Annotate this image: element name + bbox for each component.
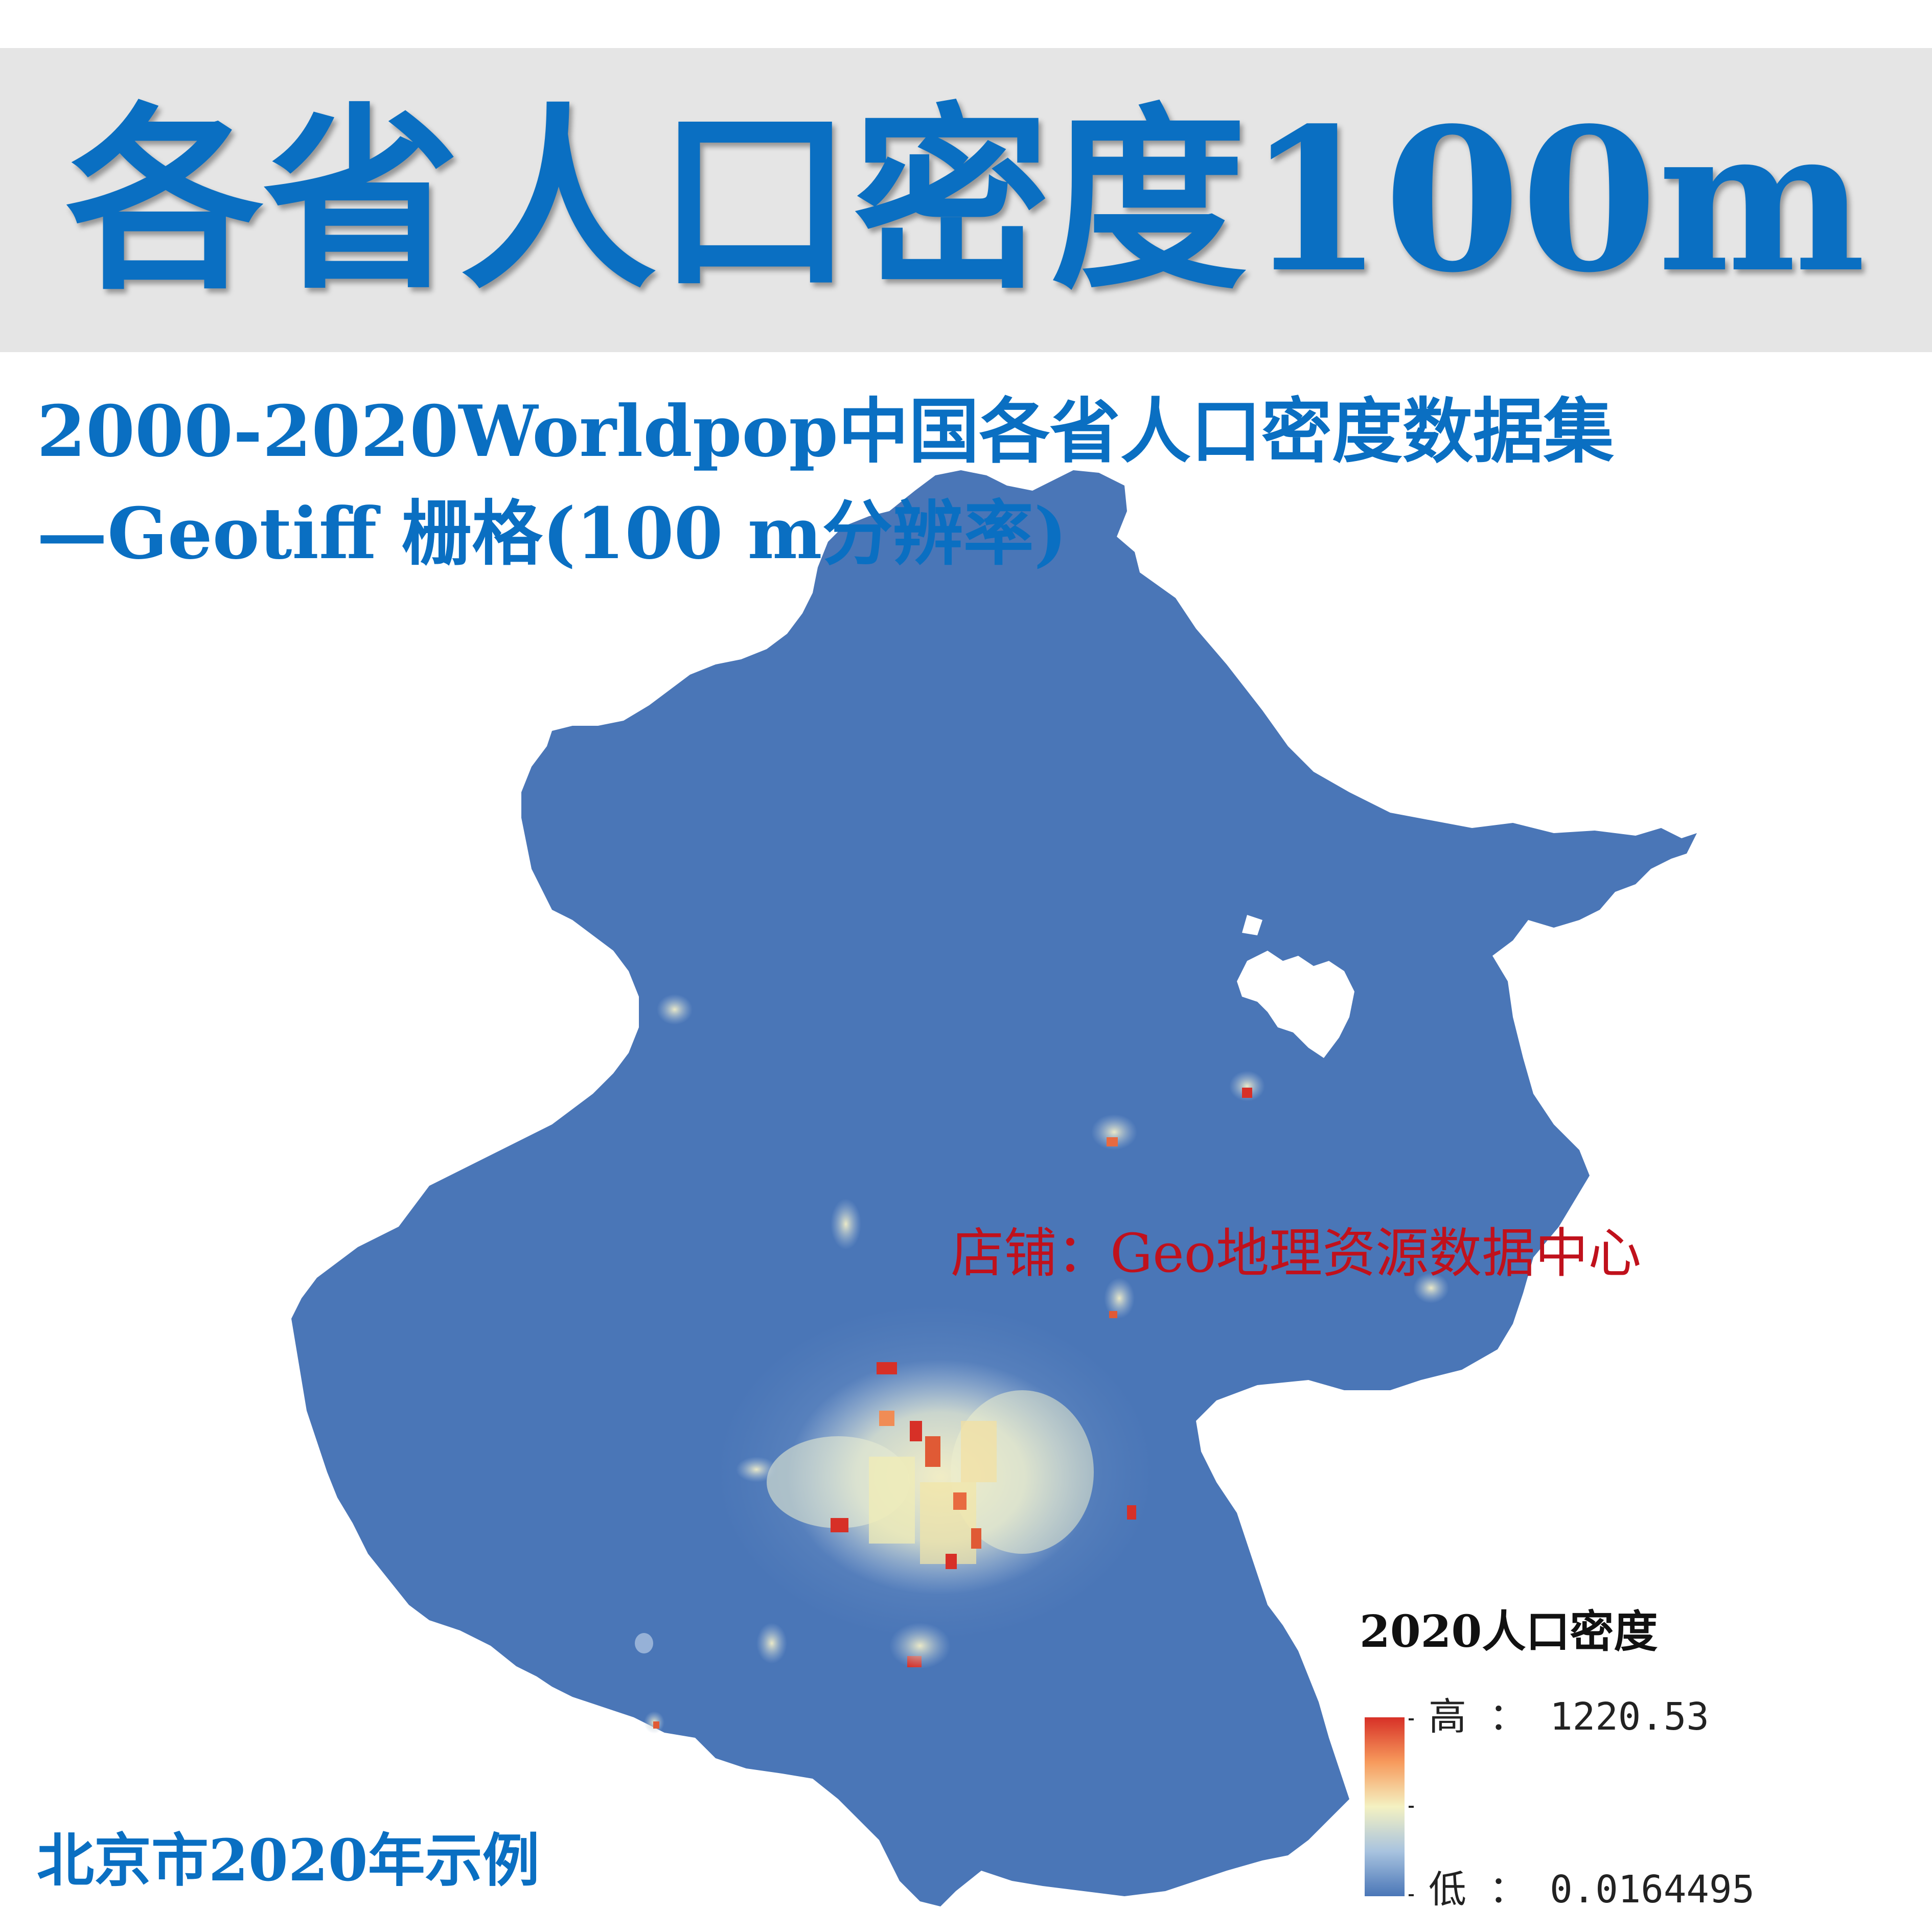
- town-daxing: [889, 1623, 951, 1669]
- density-hotspot: [831, 1518, 848, 1532]
- density-hotspot: [946, 1554, 957, 1569]
- density-hotspot: [879, 1411, 894, 1426]
- beijing-boundary: [291, 470, 1697, 1906]
- density-hotspot: [1242, 1088, 1252, 1098]
- density-hotspot: [1127, 1505, 1136, 1520]
- title-banner: [0, 48, 1932, 352]
- density-hotspot: [971, 1528, 981, 1549]
- legend-color-ramp: [1365, 1717, 1405, 1896]
- legend-tick-mid: [1409, 1806, 1414, 1808]
- miyun-reservoir: [1237, 951, 1354, 1058]
- main-title: 各省人口密度100m: [66, 84, 1866, 316]
- example-caption: 北京市2020年示例: [37, 1827, 540, 1894]
- town-shunyi: [1104, 1278, 1135, 1319]
- small-reservoir: [1242, 915, 1262, 935]
- density-hotspot: [925, 1436, 940, 1467]
- density-hotspot: [877, 1362, 897, 1374]
- legend-low-label: 低 ： 0.0164495: [1429, 1868, 1755, 1912]
- density-hotspot: [653, 1721, 659, 1729]
- density-hotspot: [1107, 1137, 1118, 1146]
- legend-title: 2020人口密度: [1360, 1606, 1658, 1658]
- density-hotspot: [953, 1492, 967, 1510]
- urban-block: [920, 1482, 976, 1564]
- legend-tick-low: [1409, 1894, 1414, 1896]
- subtitle-line-1: 2000-2020Worldpop中国各省人口密度数据集: [37, 389, 1614, 473]
- subtitle-line-2: —Geotiff 栅格(100 m分辨率): [37, 492, 1067, 575]
- urban-block: [869, 1457, 915, 1544]
- legend: 2020人口密度 高 ： 1220.53 低 ： 0.0164495: [1360, 1610, 1896, 1917]
- town-miyun: [1229, 1071, 1265, 1101]
- town-mentougou: [736, 1457, 777, 1482]
- town-huairou: [1091, 1114, 1137, 1150]
- town-spot: [635, 1633, 653, 1653]
- density-hotspot: [910, 1421, 922, 1441]
- density-hotspot: [1109, 1311, 1117, 1318]
- town-yanqing: [657, 994, 693, 1025]
- town-changping: [831, 1199, 861, 1250]
- legend-high-label: 高 ： 1220.53: [1429, 1695, 1709, 1739]
- urban-block: [961, 1421, 997, 1482]
- shop-watermark: 店铺：Geo地理资源数据中心: [951, 1222, 1642, 1284]
- town-pinggu: [1413, 1273, 1449, 1303]
- town-fangshan: [756, 1623, 787, 1664]
- legend-tick-high: [1409, 1718, 1414, 1720]
